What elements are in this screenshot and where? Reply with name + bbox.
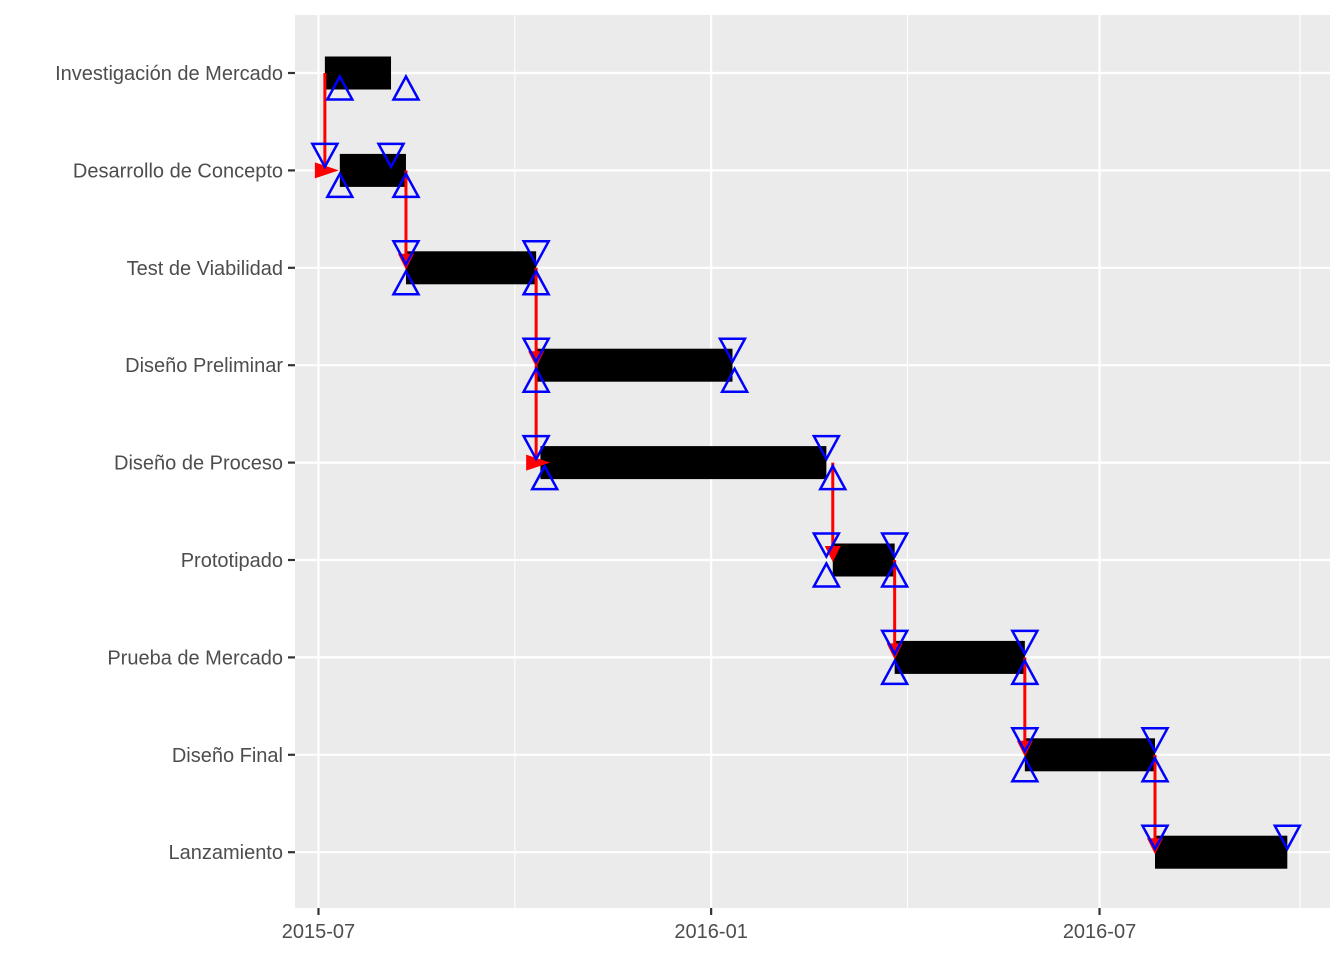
y-axis-tick-label: Diseño de Proceso	[114, 453, 283, 475]
start-marker-triangle-up	[1140, 755, 1170, 783]
y-axis-tick-label: Test de Viabilidad	[127, 258, 283, 280]
task-bar	[1024, 738, 1156, 772]
start-marker-triangle-up	[325, 73, 355, 101]
finish-marker-triangle-down	[1140, 727, 1170, 754]
task-bar	[540, 446, 827, 480]
finish-marker-triangle-down	[391, 240, 421, 267]
dependency-arrowhead	[314, 162, 339, 179]
start-marker-triangle-up	[720, 366, 750, 393]
start-marker-triangle-up	[391, 73, 421, 101]
finish-marker-triangle-down	[811, 434, 841, 462]
task-bars	[324, 56, 1288, 869]
task-bar	[832, 543, 895, 577]
finish-marker-triangle-down	[1272, 824, 1302, 852]
finish-marker-triangle-down	[521, 240, 551, 267]
y-axis-tick-label: Lanzamiento	[168, 842, 283, 864]
x-axis-tick-label: 2016-07	[1063, 921, 1136, 943]
x-axis: 2015-07 2016-01 2016-07	[282, 908, 1136, 943]
finish-marker-triangle-down	[1140, 824, 1170, 852]
finish-marker-triangle-down	[310, 142, 340, 170]
start-marker-triangle-up	[880, 560, 910, 588]
task-bar	[1155, 835, 1288, 869]
x-axis-tick-label: 2015-07	[282, 921, 355, 943]
y-axis-tick-label: Investigación de Mercado	[55, 63, 283, 85]
finish-marker-triangle-down	[880, 629, 910, 657]
finish-marker-triangle-down	[521, 337, 551, 365]
finish-marker-triangle-down	[1010, 727, 1040, 754]
y-axis-tick-label: Desarrollo de Concepto	[73, 160, 283, 182]
start-marker-triangle-up	[521, 366, 551, 393]
start-marker-triangle-up	[391, 268, 421, 296]
task-bar	[405, 251, 537, 285]
y-axis-tick-label: Diseño Preliminar	[125, 355, 283, 377]
dependency-arrowhead	[526, 454, 551, 471]
start-marker-triangle-up	[521, 268, 551, 296]
finish-marker-triangle-down	[521, 434, 551, 462]
start-marker-triangle-up	[818, 463, 848, 491]
start-marker-triangle-up	[391, 171, 421, 199]
task-bar	[894, 640, 1025, 674]
y-axis-tick-label: Prototipado	[181, 550, 283, 572]
milestone-markers	[310, 73, 1302, 852]
start-marker-triangle-up	[880, 658, 910, 686]
start-marker-triangle-up	[1010, 755, 1040, 783]
start-marker-triangle-up	[1010, 658, 1040, 686]
finish-marker-triangle-down	[880, 532, 910, 560]
y-axis: Investigación de Mercado Desarrollo de Co…	[55, 63, 295, 864]
y-axis-tick-label: Diseño Final	[172, 745, 283, 767]
x-axis-tick-label: 2016-01	[674, 921, 747, 943]
start-marker-triangle-up	[325, 171, 355, 199]
y-axis-tick-label: Prueba de Mercado	[107, 647, 283, 669]
task-bar	[536, 348, 733, 382]
start-marker-triangle-up	[811, 560, 841, 588]
finish-marker-triangle-down	[1010, 629, 1040, 657]
finish-marker-triangle-down	[811, 532, 841, 560]
start-marker-triangle-up	[530, 463, 560, 491]
finish-marker-triangle-down	[376, 142, 406, 170]
finish-marker-triangle-down	[717, 337, 748, 365]
